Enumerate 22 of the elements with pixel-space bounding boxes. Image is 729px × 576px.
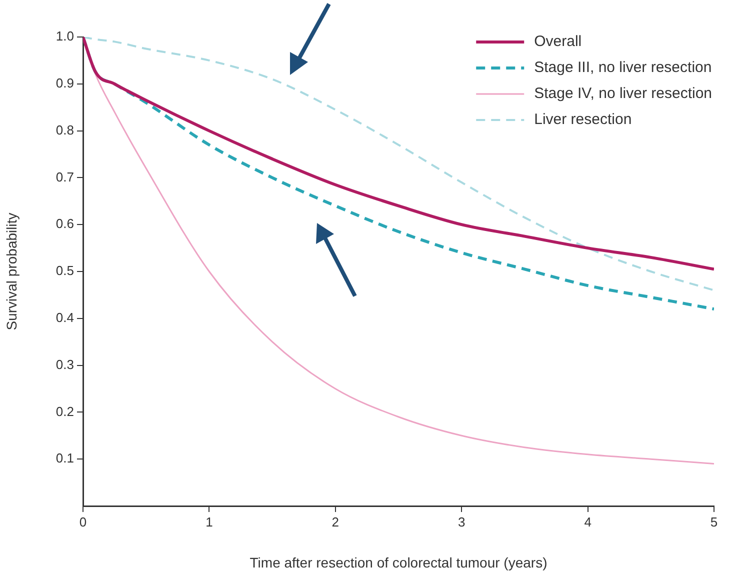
legend-label: Overall <box>534 33 582 50</box>
x-tick-label: 1 <box>206 514 213 530</box>
y-tick-label: 0.7 <box>56 169 74 184</box>
y-tick-label: 0.1 <box>56 450 74 466</box>
legend-label: Stage IV, no liver resection <box>534 85 712 102</box>
x-tick-label: 3 <box>458 514 466 530</box>
y-tick-label: 0.2 <box>56 404 74 419</box>
x-tick-label: 5 <box>710 514 718 530</box>
y-tick-label: 0.8 <box>56 122 74 138</box>
y-axis-title: Survival probability <box>3 212 20 330</box>
y-tick-label: 0.6 <box>56 216 74 232</box>
y-tick-label: 0.4 <box>56 310 74 325</box>
legend-label: Stage III, no liver resection <box>534 59 712 76</box>
x-tick-label: 0 <box>79 514 87 530</box>
x-tick-label: 4 <box>584 514 592 530</box>
y-tick-label: 0.3 <box>56 356 74 372</box>
y-tick-label: 1.0 <box>56 28 74 44</box>
x-tick-label: 2 <box>332 514 340 530</box>
legend-label: Liver resection <box>534 111 632 128</box>
y-tick-label: 0.5 <box>56 263 74 278</box>
x-axis-title: Time after resection of colorectal tumour (years) <box>250 554 548 570</box>
y-tick-label: 0.9 <box>56 75 74 90</box>
